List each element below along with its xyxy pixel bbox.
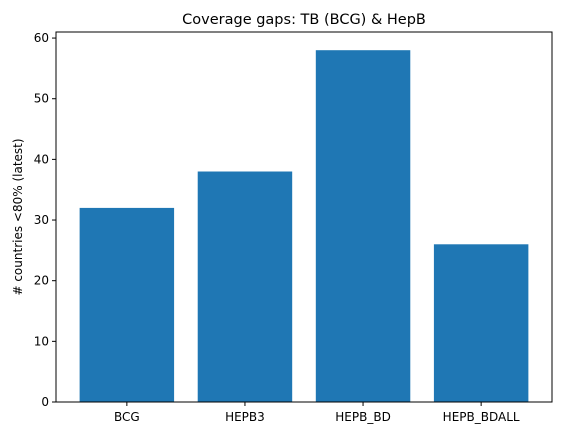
x-tick-label: HEPB_BDALL [443, 410, 520, 424]
x-tick-label: HEPB_BD [335, 410, 391, 424]
plot-frame [55, 31, 553, 403]
y-axis-ticks: 0 10 20 30 40 50 60 [34, 31, 56, 409]
x-axis-ticks: BCG HEPB3 HEPB_BD HEPB_BDALL [114, 402, 520, 424]
y-tick-label: 30 [34, 213, 49, 227]
y-tick-label: 0 [41, 395, 49, 409]
bar-hepb-bd [315, 50, 411, 403]
bar-hepb-bdall [433, 244, 529, 402]
y-tick-label: 40 [34, 152, 49, 166]
y-tick-label: 60 [34, 31, 49, 45]
bar-hepb3 [197, 171, 293, 402]
y-axis-label: # countries <80% (latest) [11, 138, 25, 295]
bar-bcg [79, 207, 175, 402]
y-tick-label: 50 [34, 92, 49, 106]
y-tick-label: 10 [34, 334, 49, 348]
chart-title: Coverage gaps: TB (BCG) & HepB [182, 12, 426, 28]
bars-layer [79, 50, 529, 403]
x-tick-label: HEPB3 [225, 410, 265, 424]
x-tick-label: BCG [114, 410, 140, 424]
y-tick-label: 20 [34, 274, 49, 288]
